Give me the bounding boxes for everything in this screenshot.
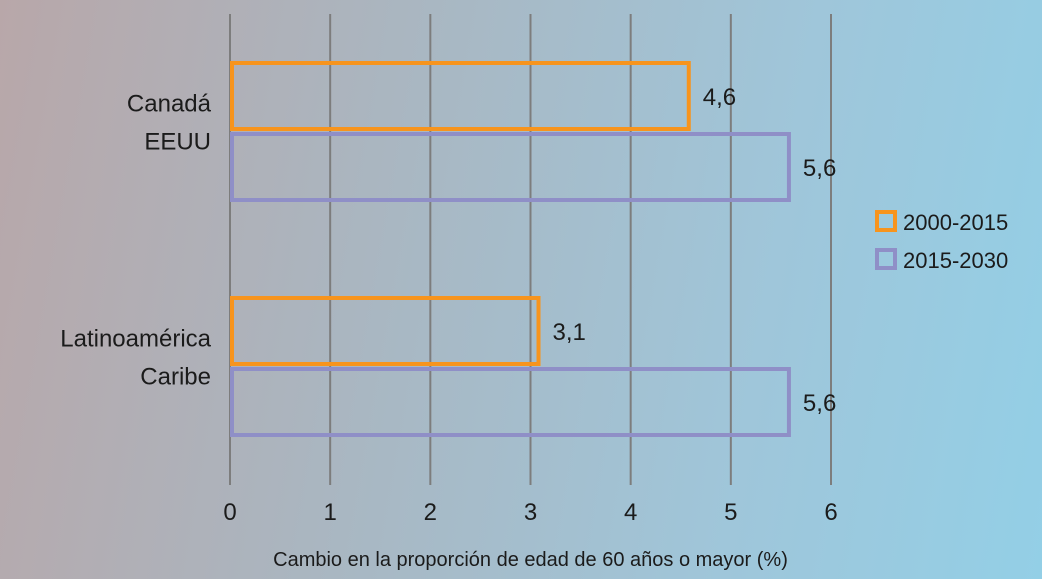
value-label-0-1: 5,6: [803, 155, 836, 182]
bars: [230, 61, 791, 437]
bar-0-0: [230, 61, 691, 131]
legend-label-0: 2000-2015: [903, 210, 1008, 235]
category-label-line-0-1: EEUU: [144, 129, 211, 156]
category-label-line-0-0: Canadá: [127, 91, 212, 118]
grid-lines: [229, 14, 832, 485]
x-tick-label-6: 6: [824, 499, 837, 526]
legend-swatch-1: [875, 248, 897, 270]
legend-label-1: 2015-2030: [903, 248, 1008, 273]
x-axis-tick-labels: 0 1 2 3 4 5 6: [223, 499, 837, 526]
x-tick-label-1: 1: [323, 499, 336, 526]
bar-1-1: [230, 367, 791, 437]
x-tick-label-2: 2: [424, 499, 437, 526]
x-tick-label-5: 5: [724, 499, 737, 526]
category-label-0: Canadá EEUU: [127, 91, 212, 156]
value-label-1-1: 5,6: [803, 390, 836, 417]
category-label-line-1-0: Latinoamérica: [60, 326, 211, 353]
value-labels: 4,6 5,6 3,1 5,6: [553, 84, 837, 417]
value-label-0-0: 4,6: [703, 84, 736, 111]
x-axis-label: Cambio en la proporción de edad de 60 añ…: [273, 549, 788, 571]
x-tick-label-3: 3: [524, 499, 537, 526]
category-label-line-1-1: Caribe: [140, 364, 211, 391]
category-labels: Canadá EEUU Latinoamérica Caribe: [60, 91, 211, 391]
bar-0-1: [230, 132, 791, 202]
category-label-1: Latinoamérica Caribe: [60, 326, 211, 391]
bar-1-0: [230, 296, 541, 366]
x-tick-label-0: 0: [223, 499, 236, 526]
x-tick-label-4: 4: [624, 499, 637, 526]
legend-swatch-0: [875, 210, 897, 232]
legend: 2000-2015 2015-2030: [875, 210, 1008, 273]
value-label-1-0: 3,1: [553, 319, 586, 346]
